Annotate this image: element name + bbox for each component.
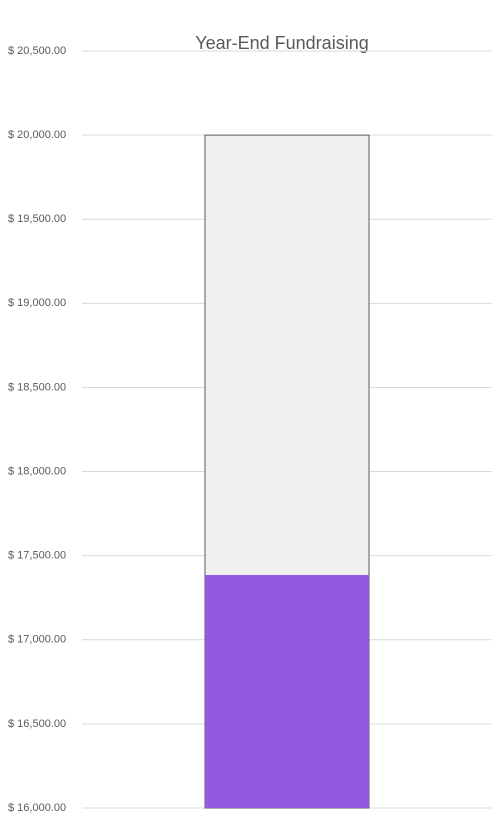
y-tick-label: $ 20,000.00 (8, 129, 66, 141)
chart-title: Year-End Fundraising (195, 33, 368, 53)
y-tick-label: $ 19,500.00 (8, 213, 66, 225)
y-tick-label: $ 17,500.00 (8, 550, 66, 562)
y-tick-label: $ 18,000.00 (8, 465, 66, 477)
y-tick-label: $ 16,000.00 (8, 802, 66, 814)
y-tick-label: $ 17,000.00 (8, 634, 66, 646)
y-tick-label: $ 18,500.00 (8, 381, 66, 393)
y-tick-label: $ 20,500.00 (8, 45, 66, 57)
bar (205, 575, 369, 808)
y-tick-label: $ 16,500.00 (8, 718, 66, 730)
y-tick-label: $ 19,000.00 (8, 297, 66, 309)
